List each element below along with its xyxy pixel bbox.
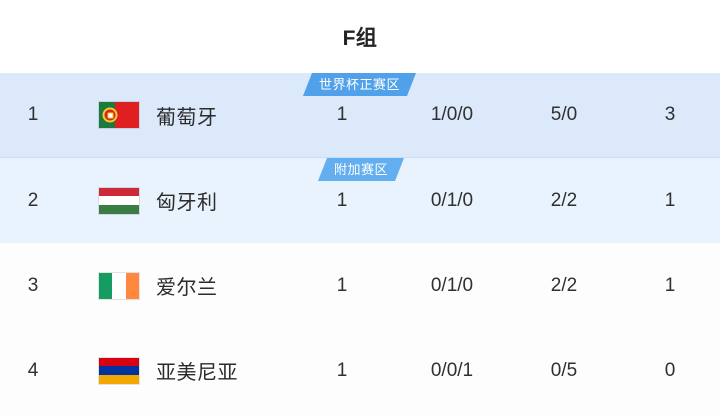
table-row[interactable]: 世界杯正赛区 1 葡萄牙 1 1/0/0 5/0 3 <box>0 73 720 158</box>
table-row[interactable]: 3 爱尔兰 1 0/1/0 2/2 1 <box>0 243 720 328</box>
hungary-flag-icon <box>98 186 140 215</box>
zone-badge-qualified: 世界杯正赛区 <box>303 73 416 96</box>
row-rank: 4 <box>27 359 39 381</box>
team-name: 匈牙利 <box>156 192 218 214</box>
row-record: 0/0/1 <box>430 359 474 381</box>
table-row[interactable]: 4 亚美尼亚 1 0/0/1 0/5 0 <box>0 328 720 413</box>
team-name: 爱尔兰 <box>156 277 218 299</box>
row-points: 1 <box>664 274 676 296</box>
row-rank: 2 <box>27 189 39 211</box>
row-goals: 2/2 <box>550 189 578 211</box>
zone-badge-playoff: 附加赛区 <box>318 158 404 181</box>
row-record: 0/1/0 <box>430 274 474 296</box>
row-team[interactable]: 匈牙利 <box>66 186 288 215</box>
portugal-flag-icon <box>98 101 140 129</box>
standings-table: 世界杯正赛区 1 葡萄牙 1 1/0/0 5/0 3 附加赛区 2 <box>0 73 720 413</box>
row-rank: 3 <box>27 274 39 296</box>
armenia-flag-icon <box>98 356 140 385</box>
row-points: 1 <box>664 189 676 211</box>
team-name: 葡萄牙 <box>156 106 218 129</box>
page-title-bar: F组 <box>0 0 720 73</box>
ireland-flag-icon <box>98 271 140 300</box>
row-played: 1 <box>336 189 348 211</box>
row-goals: 5/0 <box>550 104 578 125</box>
row-rank: 1 <box>27 104 39 125</box>
row-points: 0 <box>664 359 676 381</box>
row-team[interactable]: 葡萄牙 <box>66 101 288 130</box>
row-played: 1 <box>336 274 348 296</box>
row-goals: 0/5 <box>550 359 578 381</box>
row-team[interactable]: 亚美尼亚 <box>66 356 288 385</box>
row-played: 1 <box>336 359 348 381</box>
page-title: F组 <box>342 26 378 50</box>
table-row[interactable]: 附加赛区 2 匈牙利 1 0/1/0 2/2 1 <box>0 158 720 243</box>
row-team[interactable]: 爱尔兰 <box>66 271 288 300</box>
row-played: 1 <box>336 104 348 125</box>
row-record: 0/1/0 <box>430 189 474 211</box>
row-goals: 2/2 <box>550 274 578 296</box>
team-name: 亚美尼亚 <box>156 362 238 384</box>
row-points: 3 <box>664 104 676 125</box>
row-record: 1/0/0 <box>430 104 474 125</box>
